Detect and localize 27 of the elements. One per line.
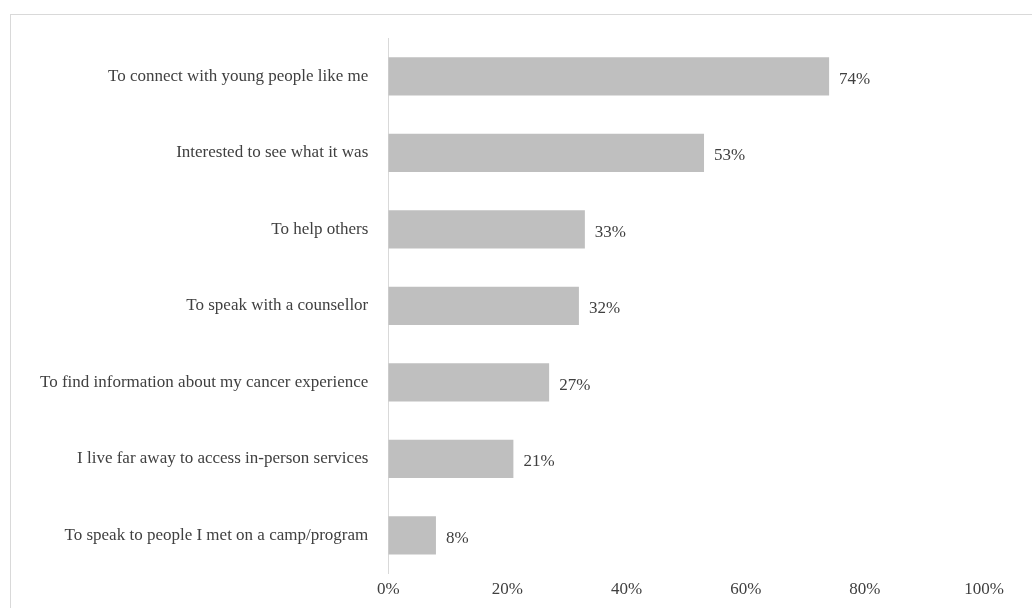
y-tick-label: I live far away to access in-person services bbox=[77, 448, 369, 468]
data-label: 21% bbox=[523, 451, 555, 471]
y-tick-label: To connect with young people like me bbox=[107, 65, 369, 85]
y-tick-label: To speak to people I met on a camp/program bbox=[64, 524, 369, 544]
y-tick-label: To help others bbox=[271, 218, 369, 238]
data-label: 53% bbox=[714, 145, 746, 165]
x-tick-label: 0% bbox=[376, 579, 400, 599]
x-tick-label: 100% bbox=[964, 579, 1004, 599]
x-tick-label: 60% bbox=[730, 579, 762, 599]
x-tick-label: 20% bbox=[491, 579, 524, 599]
data-label: 74% bbox=[839, 68, 871, 88]
bar bbox=[388, 439, 514, 478]
bar bbox=[388, 210, 585, 249]
x-tick-label: 80% bbox=[849, 579, 881, 599]
y-tick-label: To find information about my cancer experience bbox=[39, 371, 369, 391]
data-label: 32% bbox=[588, 298, 621, 318]
bar bbox=[388, 286, 579, 325]
bar bbox=[388, 516, 436, 555]
data-label: 27% bbox=[559, 374, 591, 394]
bar bbox=[388, 133, 705, 172]
data-label: 33% bbox=[594, 221, 627, 241]
y-tick-label: Interested to see what it was bbox=[176, 142, 369, 162]
bar bbox=[388, 57, 830, 96]
x-tick-label: 40% bbox=[610, 579, 643, 599]
y-tick-label: To speak with a counsellor bbox=[186, 295, 369, 315]
data-label: 8% bbox=[445, 527, 469, 547]
bar bbox=[388, 363, 550, 402]
